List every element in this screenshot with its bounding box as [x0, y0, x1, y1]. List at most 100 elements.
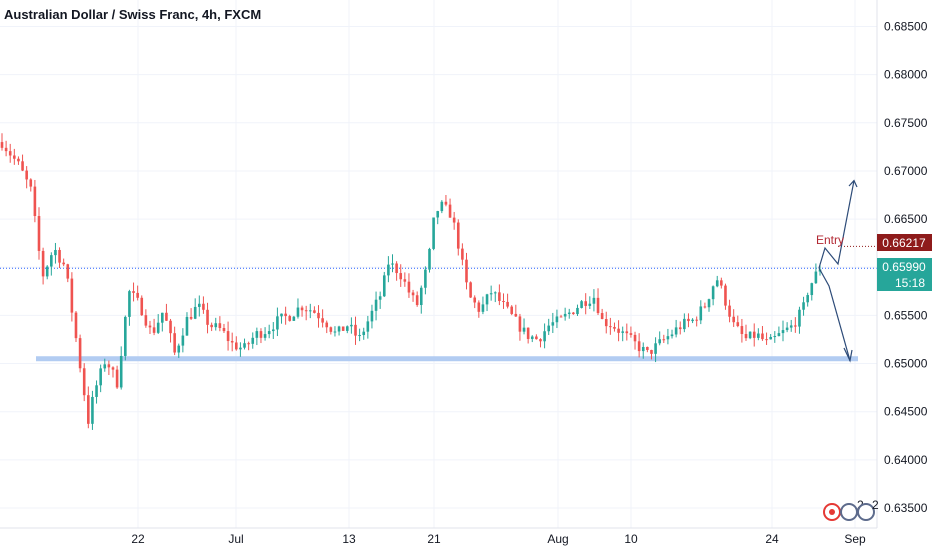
candle-body — [350, 324, 353, 327]
date-tick-label: 10 — [624, 532, 638, 546]
candle-body — [814, 271, 818, 284]
candle-body — [448, 204, 452, 218]
time-axis[interactable]: 22 Jul 13 21 Aug 10 24 Sep — [131, 532, 866, 546]
candle-body — [140, 297, 144, 316]
candle-body — [144, 315, 148, 326]
candle-body — [165, 312, 168, 321]
candle-body — [465, 259, 468, 283]
price-tick-label: 0.66500 — [884, 212, 928, 226]
candle-body — [588, 303, 592, 306]
date-tick-label: 13 — [342, 532, 356, 546]
candle-body — [284, 313, 287, 317]
candle-body — [810, 283, 814, 296]
candle-body — [362, 331, 366, 336]
candle-body — [276, 316, 279, 330]
candle-body — [136, 292, 139, 298]
candle-body — [202, 303, 205, 310]
ideas-icon[interactable] — [840, 503, 858, 521]
last-price-badge-text: 0.65990 — [882, 260, 926, 274]
candle-body — [148, 325, 152, 328]
candle-body — [777, 333, 781, 337]
candle-body — [354, 324, 357, 336]
candle-body — [596, 297, 600, 314]
candle-body — [757, 333, 760, 338]
candle-body — [728, 305, 731, 317]
candle-body — [514, 313, 518, 317]
candle-body — [345, 326, 349, 331]
candle-body — [715, 280, 719, 287]
candle-body — [720, 280, 723, 286]
candle-body — [341, 326, 345, 331]
candle-body — [415, 295, 419, 306]
candle-body — [674, 327, 678, 335]
candle-body — [103, 364, 107, 369]
candle-body — [82, 368, 86, 396]
candle-body — [506, 301, 509, 307]
candle-body — [670, 334, 674, 337]
candle-body — [633, 334, 637, 342]
candle-body — [308, 310, 312, 312]
candle-body — [382, 275, 386, 297]
candle-body — [773, 336, 777, 338]
candle-body — [419, 287, 423, 306]
candle-body — [0, 142, 4, 148]
candle-body — [678, 327, 682, 330]
candle-body — [477, 302, 481, 312]
support-zone[interactable] — [36, 356, 858, 362]
candle-body — [247, 343, 250, 345]
candle-body — [111, 367, 115, 370]
candle-body — [629, 333, 633, 335]
candle-body — [699, 306, 703, 321]
candle-body — [600, 313, 604, 319]
up-arrow[interactable] — [818, 180, 855, 269]
candle-body — [567, 312, 571, 314]
price-tick-label: 0.65500 — [884, 308, 928, 322]
candle-body — [456, 222, 460, 249]
comments-count: 2 — [872, 498, 879, 512]
candle-body — [300, 307, 304, 311]
candle-body — [263, 334, 267, 338]
date-tick-label: Sep — [844, 532, 866, 546]
candle-body — [189, 316, 193, 319]
candle-body — [604, 318, 608, 327]
candle-body — [489, 293, 493, 295]
candle-body — [752, 331, 756, 338]
candle-body — [292, 316, 296, 321]
comments-icon[interactable] — [857, 503, 875, 521]
candle-body — [535, 336, 538, 340]
candle-body — [8, 151, 12, 156]
candle-body — [210, 324, 213, 328]
candle-body — [230, 341, 234, 343]
candle-body — [33, 186, 37, 217]
trade-scenario[interactable]: Entry — [816, 179, 877, 363]
candle-body — [530, 336, 534, 339]
bottom-toolbar-icons[interactable]: 2 2 — [823, 498, 879, 521]
candle-body — [732, 316, 735, 323]
candle-body — [128, 291, 131, 317]
candle-body — [107, 364, 111, 368]
candle-body — [789, 325, 793, 328]
candle-body — [498, 292, 501, 302]
candle-body — [440, 201, 444, 212]
candle-body — [13, 155, 16, 159]
entry-label: Entry — [816, 233, 844, 247]
date-tick-label: 21 — [427, 532, 441, 546]
candle-body — [641, 346, 645, 352]
candle-body — [214, 323, 218, 328]
candle-body — [54, 249, 57, 256]
chart-title: Australian Dollar / Swiss Franc, 4h, FXC… — [4, 7, 261, 22]
candle-body — [806, 295, 809, 303]
candle-body — [469, 282, 472, 298]
candle-body — [543, 331, 546, 342]
candle-body — [259, 331, 263, 338]
down-arrow[interactable] — [818, 267, 851, 361]
candle-body — [395, 263, 398, 274]
candle-body — [744, 334, 748, 339]
candle-body — [251, 337, 255, 344]
candle-body — [87, 395, 90, 424]
candle-body — [387, 264, 390, 276]
candle-body — [703, 306, 707, 308]
date-tick-label: 22 — [131, 532, 145, 546]
date-tick-label: Aug — [547, 532, 568, 546]
